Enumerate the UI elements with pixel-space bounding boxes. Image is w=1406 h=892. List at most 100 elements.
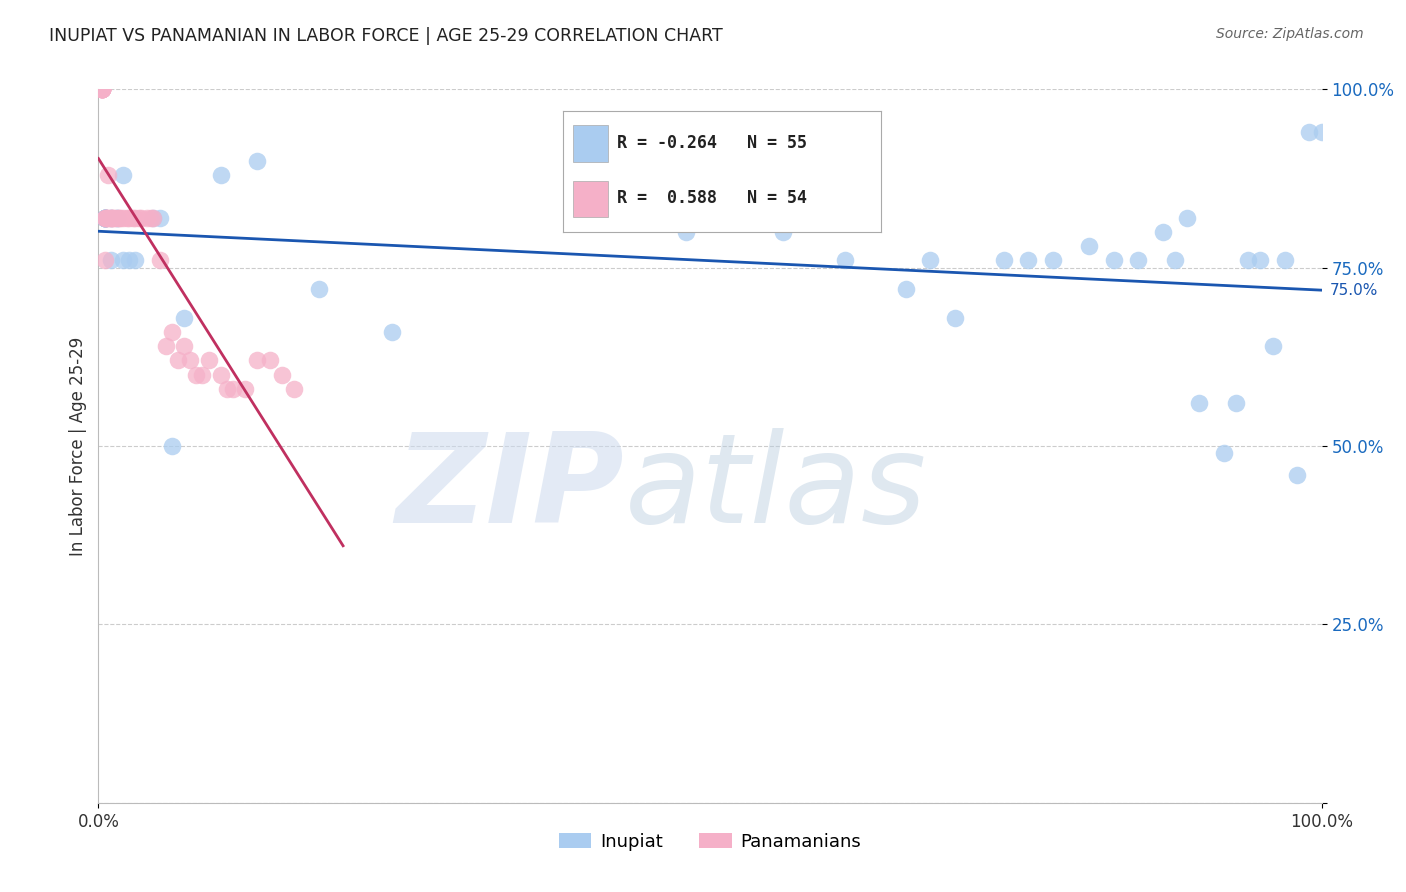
Point [111, 211, 134, 225]
Point [894, 282, 917, 296]
Point [1274, 253, 1296, 268]
Point [93, 211, 115, 225]
Point [118, 253, 141, 268]
Point [93, 211, 115, 225]
Point [1042, 253, 1064, 268]
Point [191, 368, 214, 382]
Point [1017, 253, 1039, 268]
Point [105, 211, 128, 225]
Point [259, 353, 281, 368]
Point [100, 253, 122, 268]
Point [93, 211, 115, 225]
Point [1164, 253, 1187, 268]
Point [93, 211, 115, 225]
Point [283, 382, 305, 396]
Point [1175, 211, 1198, 225]
Point [834, 253, 856, 268]
Point [155, 339, 177, 353]
Point [100, 211, 122, 225]
Point [1188, 396, 1211, 410]
Point [209, 368, 232, 382]
Point [93, 211, 115, 225]
Point [215, 382, 238, 396]
Point [772, 225, 794, 239]
Point [246, 153, 269, 168]
Point [222, 382, 245, 396]
Point [270, 368, 294, 382]
Y-axis label: In Labor Force | Age 25-29: In Labor Force | Age 25-29 [69, 336, 87, 556]
Text: INUPIAT VS PANAMANIAN IN LABOR FORCE | AGE 25-29 CORRELATION CHART: INUPIAT VS PANAMANIAN IN LABOR FORCE | A… [49, 27, 723, 45]
Point [110, 211, 132, 225]
Point [100, 211, 122, 225]
Point [136, 211, 159, 225]
Point [186, 368, 208, 382]
Point [108, 211, 131, 225]
Point [91, 82, 114, 96]
Point [91, 82, 114, 96]
Point [920, 253, 942, 268]
Text: 75.0%: 75.0% [1330, 283, 1378, 298]
Point [1261, 339, 1284, 353]
Point [100, 211, 122, 225]
Point [91, 82, 114, 96]
Point [93, 211, 115, 225]
Point [160, 439, 183, 453]
Point [93, 211, 115, 225]
Point [91, 82, 114, 96]
Point [103, 211, 125, 225]
Point [118, 211, 141, 225]
Point [139, 211, 162, 225]
Point [105, 211, 128, 225]
Point [91, 82, 114, 96]
Legend: Inupiat, Panamanians: Inupiat, Panamanians [551, 826, 869, 858]
Point [650, 189, 672, 203]
Point [142, 211, 165, 225]
Point [308, 282, 330, 296]
Point [381, 325, 404, 339]
Point [124, 211, 146, 225]
Point [93, 211, 115, 225]
Point [124, 253, 146, 268]
Point [246, 353, 269, 368]
Point [100, 211, 122, 225]
Point [149, 253, 172, 268]
Point [101, 211, 124, 225]
Point [93, 253, 115, 268]
Point [179, 353, 201, 368]
Point [1128, 253, 1150, 268]
Text: ZIP: ZIP [395, 428, 624, 549]
Point [233, 382, 256, 396]
Point [93, 211, 115, 225]
Point [93, 211, 115, 225]
Point [96, 211, 118, 225]
Point [1237, 253, 1260, 268]
Point [993, 253, 1015, 268]
Point [197, 353, 219, 368]
Point [91, 82, 114, 96]
Point [675, 225, 697, 239]
Point [93, 211, 115, 225]
Point [1102, 253, 1125, 268]
Point [1249, 253, 1271, 268]
Point [91, 82, 114, 96]
Point [91, 82, 114, 96]
Point [91, 82, 114, 96]
Point [142, 211, 165, 225]
Point [93, 211, 115, 225]
Point [1078, 239, 1101, 253]
Point [91, 82, 114, 96]
Point [97, 168, 120, 182]
Point [209, 168, 232, 182]
Point [173, 339, 195, 353]
Point [100, 211, 122, 225]
Point [121, 211, 143, 225]
Point [93, 211, 115, 225]
Point [943, 310, 966, 325]
Point [111, 253, 134, 268]
Point [96, 211, 118, 225]
Point [149, 211, 172, 225]
Point [111, 168, 134, 182]
Point [1310, 125, 1333, 139]
Point [1152, 225, 1174, 239]
Point [105, 211, 128, 225]
